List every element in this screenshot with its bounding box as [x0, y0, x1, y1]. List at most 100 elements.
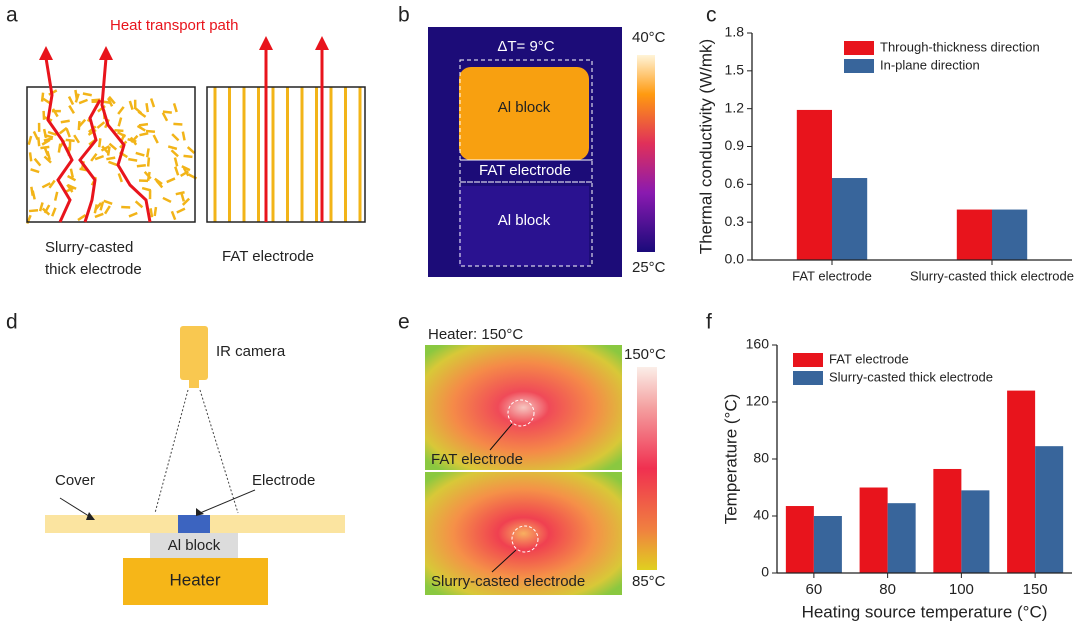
fiber	[40, 92, 45, 102]
legend-label: Slurry-casted thick electrode	[829, 369, 993, 384]
caption: FAT electrode	[222, 248, 314, 265]
fiber	[66, 183, 74, 193]
fiber	[117, 106, 125, 115]
panel-title: Heat transport path	[110, 17, 238, 34]
fiber	[171, 133, 180, 142]
hot-block	[459, 67, 589, 160]
legend-label: In-plane direction	[880, 57, 980, 72]
fiber	[170, 149, 179, 158]
fiber	[172, 103, 178, 113]
panel-label: d	[6, 311, 18, 334]
fiber	[90, 152, 98, 162]
fiber	[173, 157, 179, 167]
y-tick-label: 120	[746, 393, 770, 409]
panel-a: a Heat transport path Slurry-casted thic…	[6, 4, 366, 278]
bar	[956, 209, 992, 260]
legend-swatch	[793, 371, 823, 385]
y-axis-label: Temperature (°C)	[721, 394, 740, 525]
fiber	[108, 160, 118, 167]
fiber	[60, 119, 70, 124]
colorbar	[637, 55, 655, 252]
fiber	[143, 170, 152, 180]
fiber	[108, 142, 118, 151]
heater	[123, 558, 268, 605]
fiber	[128, 157, 138, 162]
bar	[785, 506, 814, 573]
fiber	[94, 154, 105, 161]
caption: thick electrode	[45, 261, 142, 278]
fiber	[103, 199, 113, 205]
fiber	[149, 208, 154, 218]
bar	[961, 490, 990, 573]
x-tick-label: Slurry-casted thick electrode	[910, 268, 1074, 283]
panel-title: Heater: 150°C	[428, 326, 523, 343]
legend-label: Through-thickness direction	[880, 39, 1040, 54]
panel-label: f	[706, 311, 712, 334]
panel-label: b	[398, 4, 410, 27]
fiber	[43, 133, 54, 139]
fibers	[26, 89, 198, 225]
fiber	[176, 207, 186, 214]
fiber	[141, 186, 152, 192]
fiber	[146, 157, 151, 167]
fiber	[145, 148, 150, 158]
fiber	[41, 138, 51, 146]
fiber	[174, 166, 180, 176]
fiber	[114, 129, 124, 133]
fiber	[99, 201, 105, 211]
fiber	[117, 117, 123, 127]
fiber	[181, 131, 186, 141]
bar	[796, 109, 832, 260]
fiber	[170, 210, 177, 221]
fiber	[65, 138, 75, 143]
x-axis-label: Heating source temperature (°C)	[802, 602, 1048, 621]
block-label: Al block	[498, 99, 551, 116]
fiber	[28, 208, 39, 213]
scale-min: 85°C	[632, 573, 666, 590]
bar	[887, 503, 916, 573]
fiber	[43, 155, 52, 164]
panel-e: e Heater: 150°C FAT electrode Slurry-cas…	[398, 311, 666, 595]
bar	[832, 178, 868, 260]
fiber	[96, 121, 106, 129]
fiber	[43, 137, 53, 142]
heater-label: Heater	[169, 570, 220, 589]
pointers	[489, 423, 517, 573]
bar	[1007, 390, 1036, 573]
charts: c 0.0 0.3 0.6 0.9 1.2 1.5 1.8 FAT electrode Slurr…	[696, 4, 1074, 621]
cover-label: Cover	[55, 472, 95, 489]
fiber	[152, 134, 159, 144]
y-tick-label: 160	[746, 336, 770, 352]
panel-label: c	[706, 4, 717, 27]
fiber	[134, 200, 144, 209]
fiber	[138, 122, 149, 127]
fiber	[135, 151, 145, 157]
fiber	[145, 103, 150, 113]
fiber	[27, 135, 33, 146]
y-tick-label: 0.6	[725, 175, 745, 191]
fiber	[74, 89, 79, 100]
fiber	[38, 202, 44, 212]
arrowheads	[39, 36, 329, 60]
fiber	[41, 182, 51, 189]
fiber	[137, 110, 147, 118]
spot	[507, 399, 535, 427]
fiber	[43, 146, 50, 157]
y-tick-label: 1.8	[725, 24, 745, 40]
cold-block	[459, 186, 589, 266]
panel-label: a	[6, 4, 18, 27]
fiber	[107, 97, 114, 107]
fiber	[77, 214, 87, 222]
fiber	[28, 152, 33, 162]
y-tick-label: 0	[761, 564, 769, 580]
panel-b: b ΔT= 9°C Al block FAT electrode Al bloc…	[398, 4, 666, 277]
scale-max: 40°C	[632, 29, 666, 46]
fiber	[97, 138, 102, 148]
caption: Slurry-casted	[45, 239, 133, 256]
fiber	[78, 98, 88, 105]
fiber	[103, 205, 111, 215]
fiber	[173, 122, 183, 126]
fiber	[77, 120, 81, 131]
outlines	[459, 59, 593, 267]
